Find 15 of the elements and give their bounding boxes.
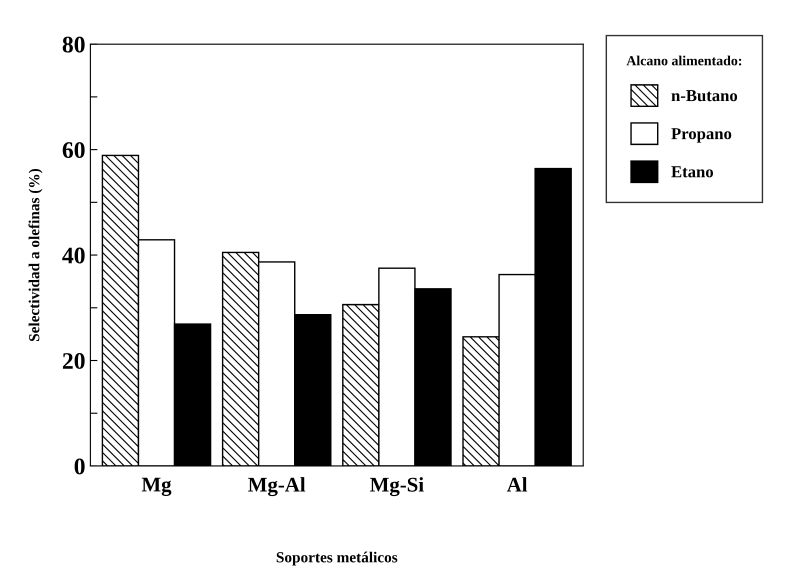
legend-label: Propano <box>671 128 732 143</box>
x-axis-title: Soportes metálicos <box>276 552 398 566</box>
legend-title: Alcano alimentado: <box>626 56 742 66</box>
y-tick-label: 40 <box>62 248 85 264</box>
legend-label: Etano <box>671 166 714 178</box>
legend-label: n-Butano <box>671 90 738 102</box>
y-tick-label: 60 <box>62 142 85 158</box>
y-axis-title: Selectividad a olefinas (%) <box>28 168 42 342</box>
x-tick-label: Al <box>506 477 528 492</box>
x-tick-label: Mg-Si <box>370 477 424 496</box>
y-tick-label: 0 <box>74 458 85 474</box>
x-tick-label: Mg <box>142 478 172 496</box>
x-tick-label: Mg-Al <box>248 477 306 496</box>
y-tick-label: 80 <box>62 36 85 53</box>
y-tick-label: 20 <box>62 353 85 369</box>
